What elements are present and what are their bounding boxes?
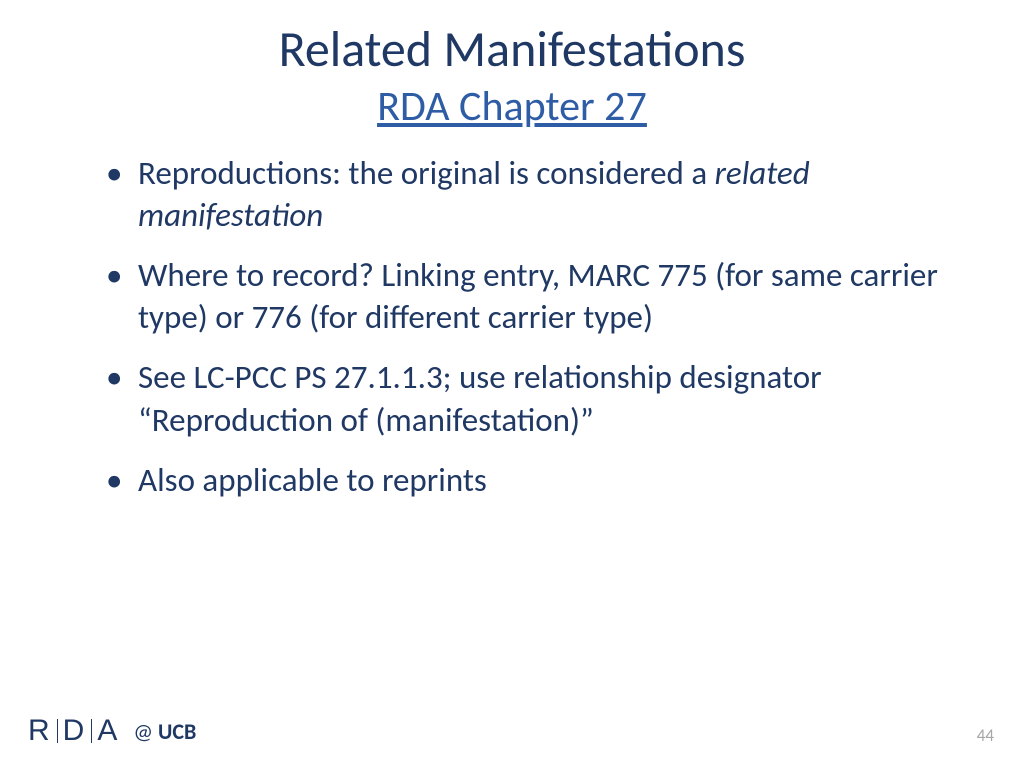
rda-logo: R D A	[28, 714, 119, 748]
page-number: 44	[977, 725, 994, 746]
org-name: UCB	[158, 718, 196, 745]
logo-letter: R	[28, 714, 52, 748]
bullet-list: Reproductions: the original is considere…	[100, 152, 964, 502]
bullet-text: Also applicable to reprints	[138, 460, 487, 500]
body-area: Reproductions: the original is considere…	[0, 134, 1024, 502]
logo-separator	[57, 719, 58, 743]
footer: R D A @ UCB	[28, 714, 196, 748]
list-item: Where to record? Linking entry, MARC 775…	[100, 254, 964, 338]
logo-letter: D	[63, 714, 87, 748]
bullet-text: Where to record? Linking entry, MARC 775…	[138, 255, 938, 337]
list-item: Also applicable to reprints	[100, 459, 964, 501]
logo-separator	[91, 719, 92, 743]
title-block: Related Manifestations RDA Chapter 27	[0, 0, 1024, 134]
slide-subtitle: RDA Chapter 27	[0, 81, 1024, 134]
logo-letter: A	[97, 714, 119, 748]
bullet-text: Reproductions: the original is considere…	[138, 153, 715, 193]
bullet-text: See LC-PCC PS 27.1.1.3; use relationship…	[138, 357, 822, 439]
slide: Related Manifestations RDA Chapter 27 Re…	[0, 0, 1024, 768]
footer-org: @ UCB	[133, 718, 196, 745]
list-item: Reproductions: the original is considere…	[100, 152, 964, 236]
at-symbol: @	[133, 718, 153, 745]
list-item: See LC-PCC PS 27.1.1.3; use relationship…	[100, 356, 964, 440]
rda-chapter-link[interactable]: RDA Chapter 27	[377, 81, 647, 132]
slide-title: Related Manifestations	[0, 22, 1024, 77]
